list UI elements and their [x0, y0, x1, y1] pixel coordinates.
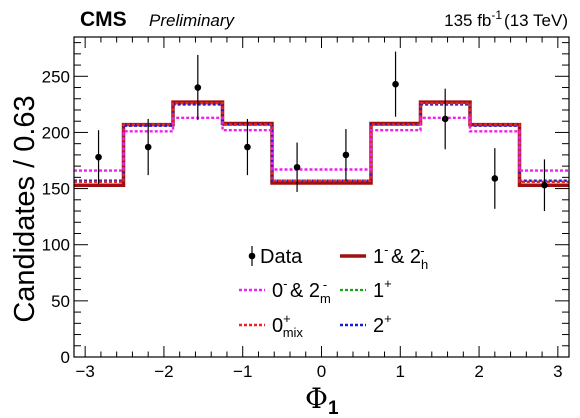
series-line-4 — [74, 116, 569, 172]
x-tick-label: 3 — [553, 362, 562, 381]
legend-label-3: 0+ mix — [272, 311, 303, 340]
y-tick-label: 0 — [61, 348, 70, 367]
legend-label-data: Data — [260, 246, 303, 268]
x-tick-label: −3 — [75, 362, 94, 381]
x-axis-title: Φ1 — [305, 382, 339, 418]
y-tick-label: 150 — [42, 180, 70, 199]
data-point — [441, 115, 449, 123]
data-point — [95, 153, 102, 161]
x-tick-label: 0 — [317, 362, 326, 381]
data-point — [244, 143, 251, 151]
y-tick-label: 100 — [42, 236, 70, 255]
y-tick-label: 200 — [42, 123, 70, 142]
data-point — [491, 175, 499, 182]
legend-label-2: 2+ — [373, 311, 392, 337]
legend-label-4: 0- & 2m- — [272, 276, 331, 306]
x-tick-label: −2 — [154, 362, 173, 381]
data-point — [392, 80, 399, 88]
plot-area — [74, 51, 569, 212]
y-tick-label: 250 — [42, 67, 70, 86]
legend-label-0: 1- & 2h- — [373, 242, 428, 272]
data-point — [194, 84, 202, 91]
lumi-label: 135 fb-1 (13 TeV) — [444, 8, 568, 30]
legend: Data 1- & 2h- 0- & 2m- 1+ 0+ mix 2+ — [239, 242, 428, 340]
chart-header: CMS Preliminary 135 fb-1 (13 TeV) — [80, 8, 568, 31]
y-tick-label: 50 — [51, 292, 70, 311]
x-tick-label: −1 — [233, 362, 252, 381]
data-point — [541, 181, 548, 189]
legend-label-1: 1+ — [373, 276, 392, 302]
experiment-label: CMS — [80, 8, 127, 31]
data-point — [293, 163, 301, 171]
legend-data-marker — [248, 252, 256, 260]
data-point — [342, 151, 350, 159]
status-label: Preliminary — [149, 11, 236, 30]
x-tick-label: 1 — [396, 362, 405, 381]
x-tick-label: 2 — [474, 362, 483, 381]
data-point — [144, 143, 152, 151]
y-axis-title: Candidates / 0.63 — [9, 95, 41, 322]
axes: −3 −2 −1 0 1 2 3 0 50 100 150 200 250 — [42, 36, 570, 381]
